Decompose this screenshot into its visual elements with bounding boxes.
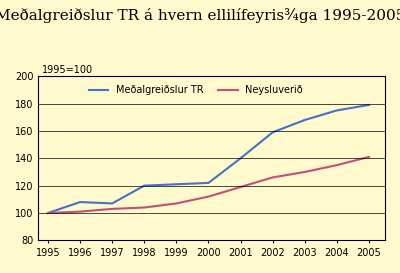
Neysluverið [110, 207, 114, 210]
Line: Neysluverið: Neysluverið [48, 157, 369, 213]
Neysluverið [142, 206, 147, 209]
Neysluverið [270, 176, 275, 179]
Line: Meðalgreiðslur TR: Meðalgreiðslur TR [48, 105, 369, 213]
Meðalgreiðslur TR [270, 131, 275, 134]
Meðalgreiðslur TR [78, 200, 82, 204]
Text: Meðalgreiðslur TR á hvern ellilífeyris¾ga 1995-2005: Meðalgreiðslur TR á hvern ellilífeyris¾g… [0, 8, 400, 23]
Neysluverið [238, 185, 243, 189]
Neysluverið [302, 170, 307, 174]
Legend: Meðalgreiðslur TR, Neysluverið: Meðalgreiðslur TR, Neysluverið [85, 81, 307, 99]
Meðalgreiðslur TR [142, 184, 147, 187]
Meðalgreiðslur TR [238, 157, 243, 160]
Meðalgreiðslur TR [302, 118, 307, 122]
Meðalgreiðslur TR [174, 183, 179, 186]
Meðalgreiðslur TR [206, 181, 211, 185]
Meðalgreiðslur TR [334, 109, 339, 112]
Neysluverið [206, 195, 211, 198]
Neysluverið [78, 210, 82, 213]
Neysluverið [366, 155, 371, 159]
Meðalgreiðslur TR [366, 103, 371, 106]
Meðalgreiðslur TR [46, 211, 50, 215]
Neysluverið [334, 164, 339, 167]
Neysluverið [174, 202, 179, 205]
Meðalgreiðslur TR [110, 202, 114, 205]
Text: 1995=100: 1995=100 [42, 65, 93, 75]
Neysluverið [46, 211, 50, 215]
